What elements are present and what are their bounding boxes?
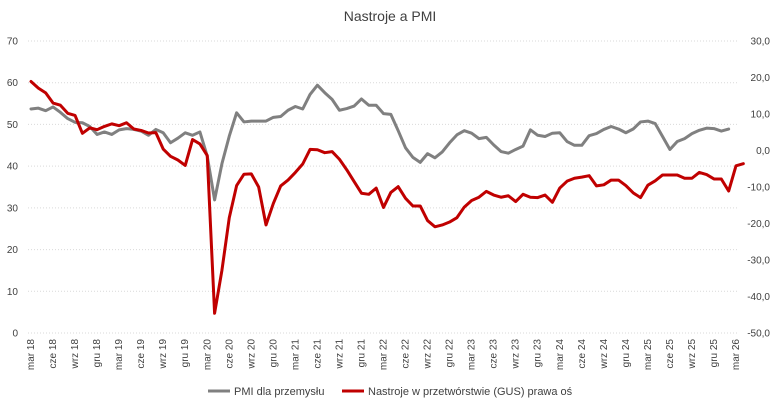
x-tick-label: mar 26 bbox=[731, 339, 742, 371]
y-right-tick-label: 10,0 bbox=[751, 110, 771, 121]
y-right-tick-label: -40,0 bbox=[747, 292, 770, 303]
x-tick-label: wrz 19 bbox=[158, 339, 169, 370]
x-tick-label: gru 19 bbox=[180, 339, 191, 368]
legend-label-gus: Nastroje w przetwórstwie (GUS) prawa oś bbox=[368, 386, 573, 398]
x-tick-label: wrz 23 bbox=[511, 339, 522, 370]
x-tick-label: cze 20 bbox=[224, 339, 235, 369]
x-tick-label: gru 23 bbox=[533, 339, 544, 368]
y-left-tick-label: 60 bbox=[7, 78, 19, 89]
x-tick-label: mar 20 bbox=[202, 339, 213, 371]
y-axis-left-ticks: 0 10 20 30 40 50 60 70 bbox=[7, 37, 19, 340]
x-tick-label: cze 23 bbox=[489, 339, 500, 369]
x-tick-label: cze 25 bbox=[665, 339, 676, 369]
x-tick-label: cze 19 bbox=[136, 339, 147, 369]
y-right-tick-label: 0,0 bbox=[756, 146, 770, 157]
y-right-tick-label: -30,0 bbox=[747, 256, 770, 267]
chart-title: Nastroje a PMI bbox=[344, 8, 437, 24]
y-left-tick-label: 20 bbox=[7, 245, 19, 256]
x-tick-label: wrz 22 bbox=[423, 339, 434, 370]
series-line-gus bbox=[29, 80, 745, 315]
x-tick-label: cze 24 bbox=[577, 339, 588, 369]
y-right-tick-label: -20,0 bbox=[747, 219, 770, 230]
y-left-tick-label: 0 bbox=[12, 329, 18, 340]
y-right-tick-label: 30,0 bbox=[751, 37, 771, 48]
x-tick-label: cze 22 bbox=[401, 339, 412, 369]
x-tick-label: gru 25 bbox=[709, 339, 720, 368]
x-tick-label: mar 21 bbox=[290, 339, 301, 371]
y-left-tick-label: 70 bbox=[7, 37, 19, 48]
x-tick-label: mar 23 bbox=[467, 339, 478, 371]
y-axis-right-ticks: -50,0 -40,0 -30,0 -20,0 -10,0 0,0 10,0 20,0 30,0 bbox=[747, 37, 770, 340]
x-tick-label: wrz 18 bbox=[70, 339, 81, 370]
x-tick-label: gru 20 bbox=[268, 339, 279, 368]
legend-label-pmi: PMI dla przemysłu bbox=[234, 386, 324, 398]
x-tick-label: gru 21 bbox=[356, 339, 367, 368]
series-line-pmi bbox=[29, 83, 731, 202]
x-tick-label: mar 22 bbox=[379, 339, 390, 371]
grid-lines bbox=[28, 40, 739, 334]
x-tick-label: wrz 25 bbox=[687, 339, 698, 370]
y-left-tick-label: 40 bbox=[7, 162, 19, 173]
x-tick-label: mar 24 bbox=[555, 339, 566, 371]
legend: PMI dla przemysłu Nastroje w przetwórstw… bbox=[208, 386, 573, 398]
x-tick-label: gru 24 bbox=[621, 339, 632, 368]
x-tick-label: wrz 21 bbox=[334, 339, 345, 370]
x-tick-label: mar 25 bbox=[643, 339, 654, 371]
x-tick-label: mar 19 bbox=[114, 339, 125, 371]
x-tick-label: cze 21 bbox=[312, 339, 323, 369]
x-tick-label: wrz 20 bbox=[246, 339, 257, 370]
x-tick-label: gru 18 bbox=[92, 339, 103, 368]
y-right-tick-label: -50,0 bbox=[747, 329, 770, 340]
y-right-tick-label: 20,0 bbox=[751, 73, 771, 84]
x-tick-label: mar 18 bbox=[26, 339, 37, 371]
y-left-tick-label: 50 bbox=[7, 120, 19, 131]
series-lines bbox=[29, 80, 745, 315]
x-tick-label: wrz 24 bbox=[599, 339, 610, 370]
x-axis-ticks: mar 18 cze 18 wrz 18 gru 18 mar 19 cze 19 wrz … bbox=[26, 339, 742, 371]
x-tick-label: gru 22 bbox=[445, 339, 456, 368]
y-left-tick-label: 10 bbox=[7, 287, 19, 298]
y-left-tick-label: 30 bbox=[7, 203, 19, 214]
y-right-tick-label: -10,0 bbox=[747, 183, 770, 194]
x-tick-label: cze 18 bbox=[48, 339, 59, 369]
